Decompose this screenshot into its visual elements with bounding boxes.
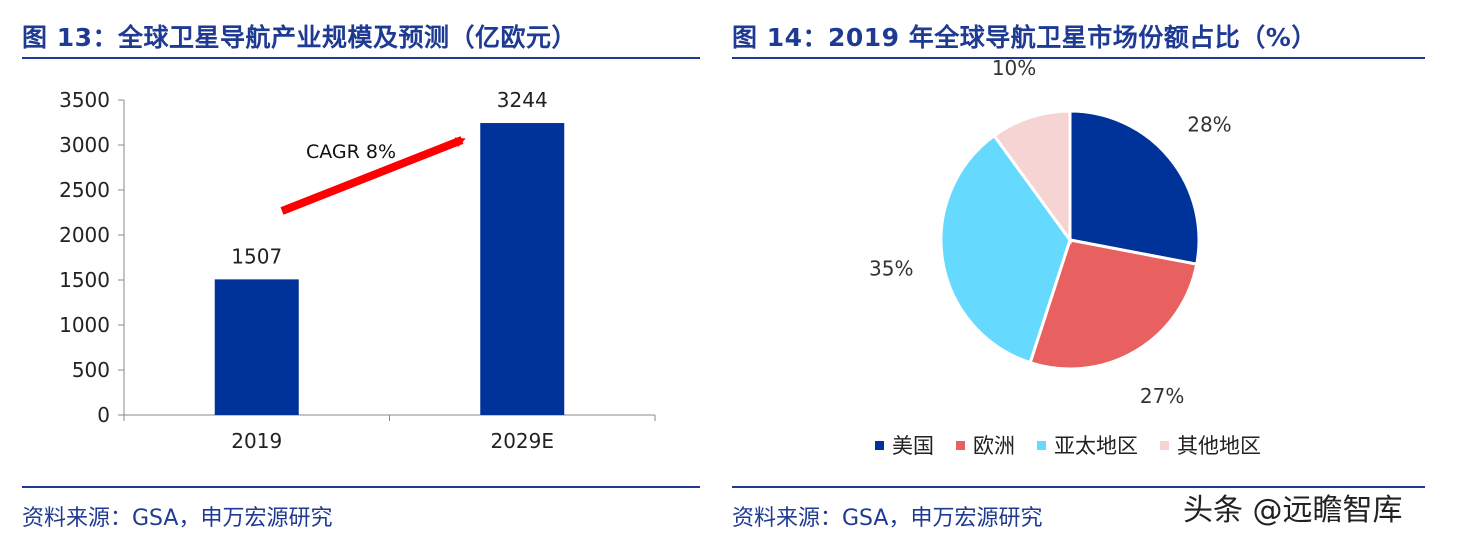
bar-chart-title: 图 13：全球卫星导航产业规模及预测（亿欧元）: [22, 23, 577, 52]
y-tick-label: 0: [97, 403, 110, 427]
pie-data-label: 27%: [1140, 384, 1184, 408]
x-tick-label: 2019: [231, 429, 282, 453]
bar-chart: 0 500 1000 1500 2000 2500 3000 3500 2019 2029E 15…: [59, 88, 656, 453]
y-tick-label: 2000: [59, 223, 110, 247]
pie-slice: [992, 109, 1072, 245]
legend-swatch: [1037, 440, 1046, 450]
x-tick-label: 2029E: [490, 429, 554, 453]
y-tick-label: 500: [72, 358, 110, 382]
legend-item: 亚太地区: [1037, 430, 1138, 460]
legend-swatch: [956, 440, 965, 450]
pie-data-label: 35%: [869, 256, 913, 280]
bar-chart-source: 资料来源：GSA，申万宏源研究: [22, 506, 333, 531]
legend-label: 欧洲: [973, 434, 1015, 458]
legend-label: 美国: [892, 434, 934, 458]
pie-data-label: 28%: [1187, 113, 1231, 137]
watermark: 头条 @远瞻智库: [1183, 493, 1403, 528]
pie-chart-marks: 28% 27% 35% 10%: [869, 56, 1232, 408]
bar-chart-marks: 1507 3244: [214, 88, 565, 415]
pie-slice: [1068, 109, 1201, 266]
pie-chart-source: 资料来源：GSA，申万宏源研究: [732, 506, 1043, 531]
pie-slice: [939, 133, 1072, 365]
bar-data-label: 1507: [231, 244, 282, 268]
left-panel: 图 13：全球卫星导航产业规模及预测（亿欧元） 0 500 1000 1500 2000…: [0, 0, 700, 541]
title-divider: [732, 57, 1425, 59]
legend-swatch: [1160, 440, 1169, 450]
pie-slice: [1028, 238, 1199, 371]
legend-label: 亚太地区: [1054, 434, 1138, 458]
y-tick-label: 1000: [59, 313, 110, 337]
bar-chart-axes: 0 500 1000 1500 2000 2500 3000 3500 2019 2029E: [59, 88, 656, 453]
title-divider: [22, 57, 700, 59]
y-tick-label: 3000: [59, 133, 110, 157]
cagr-label: CAGR 8%: [306, 141, 396, 163]
source-divider: [732, 486, 1425, 488]
cagr-arrow-line: [280, 136, 466, 215]
source-divider: [22, 486, 700, 488]
legend-label: 其他地区: [1177, 434, 1261, 458]
pie-chart: 28% 27% 35% 10%: [869, 56, 1232, 408]
y-tick-label: 2500: [59, 178, 110, 202]
y-tick-label: 1500: [59, 268, 110, 292]
bar: [214, 279, 299, 415]
bar-data-label: 3244: [497, 88, 548, 112]
pie-chart-title: 图 14：2019 年全球导航卫星市场份额占比（%）: [732, 23, 1317, 52]
y-tick-label: 3500: [59, 88, 110, 112]
legend-item: 其他地区: [1160, 430, 1261, 460]
legend-item: 美国: [875, 430, 934, 460]
pie-data-label: 10%: [992, 56, 1036, 80]
right-panel: 图 14：2019 年全球导航卫星市场份额占比（%） 28% 27% 35% 10% …: [730, 0, 1430, 541]
cagr-arrow: CAGR 8%: [280, 136, 466, 215]
bar: [480, 123, 565, 415]
pie-legend: 美国 欧洲 亚太地区 其他地区: [875, 430, 1261, 460]
legend-swatch: [875, 440, 884, 450]
legend-item: 欧洲: [956, 430, 1015, 460]
